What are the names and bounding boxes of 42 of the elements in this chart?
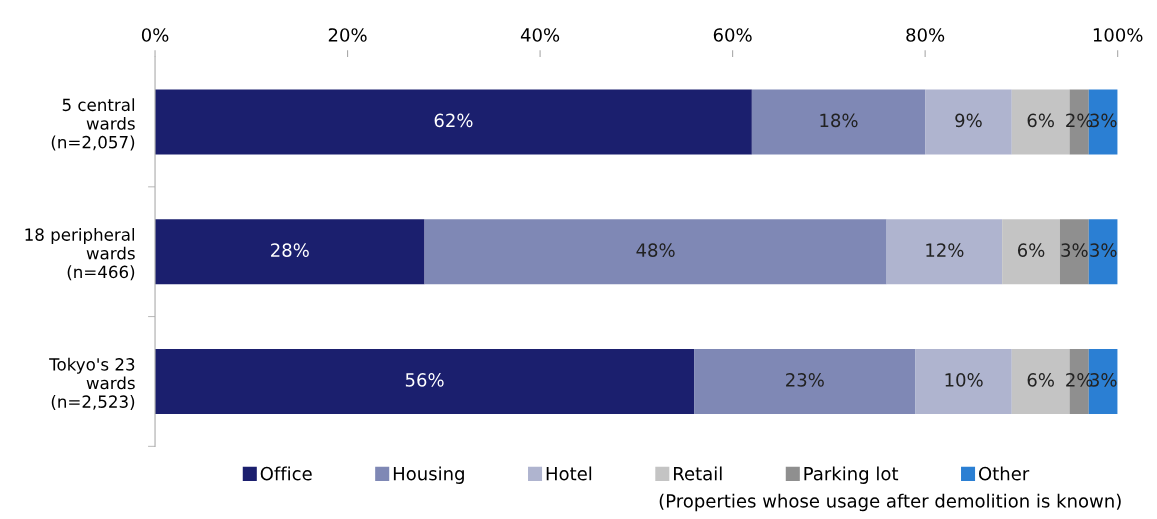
x-tick-label: 0% bbox=[141, 28, 169, 42]
bar bbox=[155, 219, 425, 285]
data-label: 12% bbox=[926, 243, 964, 257]
x-tick-label: 20% bbox=[328, 28, 367, 42]
data-label: 28% bbox=[271, 243, 309, 257]
bar bbox=[424, 219, 887, 285]
bar bbox=[694, 349, 916, 414]
bar bbox=[925, 89, 1012, 155]
x-tick-label: 60% bbox=[713, 28, 752, 42]
bar bbox=[1002, 219, 1060, 285]
data-label: 9% bbox=[955, 113, 982, 128]
bar bbox=[155, 349, 695, 414]
legend-label: Retail bbox=[674, 466, 722, 481]
bar bbox=[915, 349, 1012, 414]
y-tick-label: 18 peripheral wards (n=466) bbox=[25, 227, 135, 281]
data-label: 6% bbox=[1027, 113, 1054, 128]
legend-label: Office bbox=[260, 466, 312, 481]
x-tick-label: 100% bbox=[1093, 28, 1143, 42]
data-label: 6% bbox=[1017, 243, 1045, 257]
data-label: 6% bbox=[1027, 373, 1054, 387]
bar bbox=[1059, 219, 1089, 285]
y-tick-label: Tokyo's 23 wards (n=2,523) bbox=[49, 357, 135, 410]
legend-label: Parking lot bbox=[804, 466, 899, 484]
y-tick-label: 5 central wards (n=2,057) bbox=[51, 98, 135, 151]
x-tick-label: 80% bbox=[906, 28, 945, 42]
data-label: 48% bbox=[636, 243, 675, 257]
legend-label: Housing bbox=[393, 466, 464, 484]
data-label: 10% bbox=[945, 373, 983, 387]
data-label: 62% bbox=[434, 113, 473, 128]
bar bbox=[751, 89, 926, 155]
data-label: 3% bbox=[1061, 243, 1088, 257]
bar bbox=[886, 219, 1003, 285]
data-label: 23% bbox=[786, 373, 824, 387]
bar bbox=[155, 89, 752, 155]
legend-label: Hotel bbox=[546, 466, 592, 481]
x-tick-label: 40% bbox=[520, 28, 560, 42]
data-label: 18% bbox=[820, 113, 858, 128]
data-label: 3% bbox=[1090, 243, 1117, 257]
text: (Properties whose usage after demolition is known) bbox=[659, 493, 1121, 512]
data-label: 56% bbox=[405, 373, 444, 387]
bar bbox=[1088, 219, 1118, 285]
legend-label: Other bbox=[978, 466, 1030, 481]
